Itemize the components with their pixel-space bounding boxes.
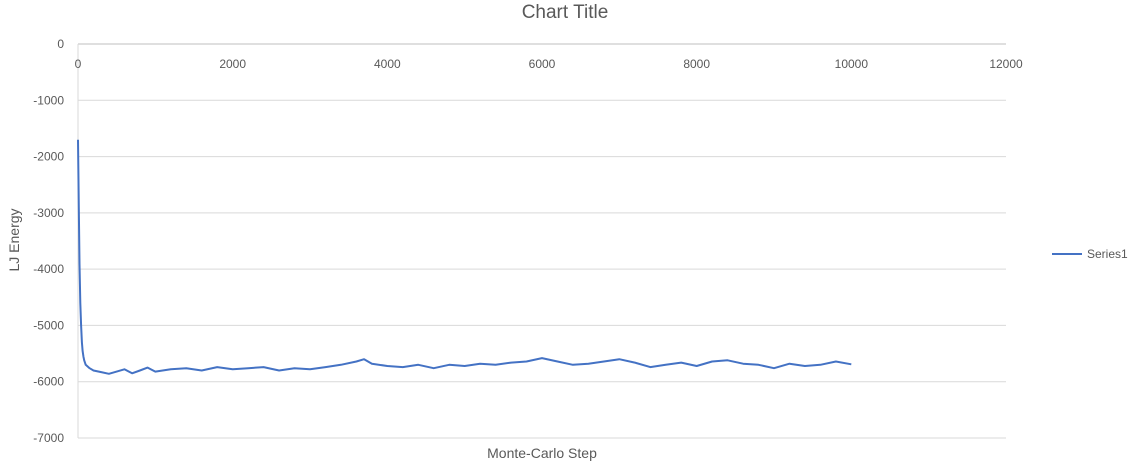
legend-label-series1: Series1: [1087, 247, 1128, 261]
x-tick-label: 12000: [989, 57, 1023, 71]
y-tick-label: 0: [57, 37, 64, 51]
x-tick-label: 8000: [683, 57, 710, 71]
y-axis-tick-labels: 0 -1000 -2000 -3000 -4000 -5000 -6000 -7000: [33, 37, 64, 445]
series-lines: [77, 139, 852, 375]
x-tick-label: 4000: [374, 57, 401, 71]
gridlines: [77, 43, 1006, 439]
x-tick-label: 10000: [835, 57, 869, 71]
y-tick-label: -3000: [33, 206, 64, 220]
y-tick-label: -6000: [33, 375, 64, 389]
y-tick-label: -5000: [33, 318, 64, 332]
x-tick-label: 2000: [219, 57, 246, 71]
y-axis-title: LJ Energy: [6, 208, 22, 271]
legend: Series1: [1052, 247, 1128, 261]
x-axis-tick-labels: 0 2000 4000 6000 8000 10000 12000: [75, 57, 1023, 71]
y-tick-label: -4000: [33, 262, 64, 276]
series-line-0: [77, 139, 852, 375]
x-tick-label: 0: [75, 57, 82, 71]
chart-title: Chart Title: [522, 2, 609, 23]
y-tick-label: -7000: [33, 431, 64, 445]
y-tick-label: -2000: [33, 150, 64, 164]
x-axis-title: Monte-Carlo Step: [487, 445, 597, 461]
y-tick-label: -1000: [33, 93, 64, 107]
x-tick-label: 6000: [529, 57, 556, 71]
